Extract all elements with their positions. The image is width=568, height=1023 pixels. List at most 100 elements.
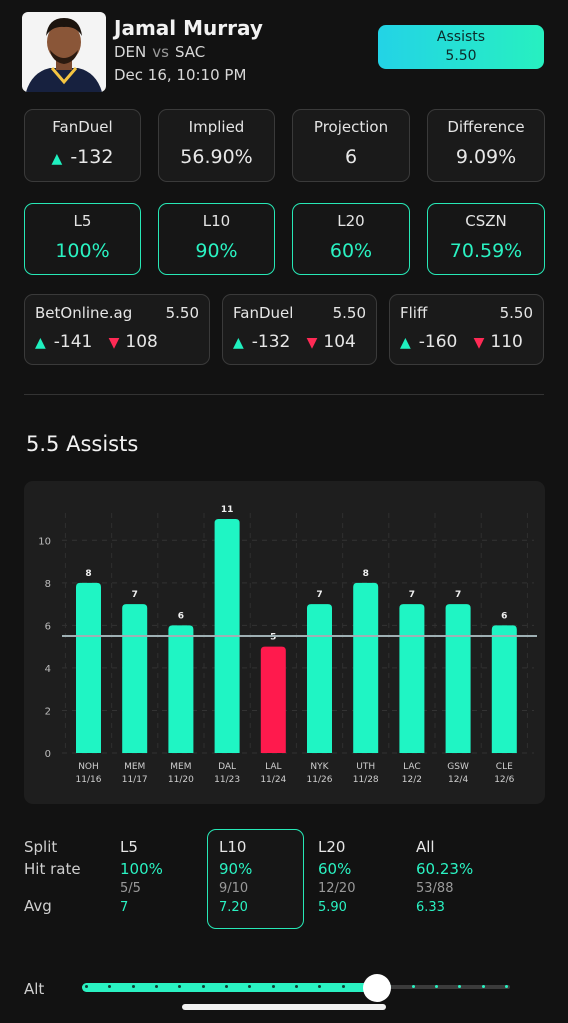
x-tick-date: 11/23 (214, 775, 240, 785)
split-avg: 7 (120, 900, 129, 915)
hit-rate-value: 90% (195, 240, 238, 262)
x-tick-team: DAL (218, 762, 236, 772)
x-tick-team: NYK (310, 762, 329, 772)
player-avatar (22, 12, 106, 92)
under-odds: 110 (490, 332, 523, 352)
matchup: DEN vs SAC (114, 43, 205, 61)
book-name: FanDuel (233, 304, 294, 322)
slider-step-dot (248, 985, 252, 988)
slider-step-dot (225, 985, 228, 988)
hit-rate-l20[interactable]: L20 60% (292, 203, 410, 275)
stat-label: FanDuel (52, 118, 113, 136)
split-hit-rate: 100% (120, 860, 163, 878)
hit-rate-label: CSZN (465, 212, 507, 230)
y-tick-label: 0 (45, 749, 51, 760)
stat-projection: Projection 6 (292, 109, 410, 182)
stat-label: Difference (447, 118, 525, 136)
home-indicator (182, 1004, 386, 1010)
x-tick-date: 11/16 (76, 775, 102, 785)
split-fraction: 9/10 (219, 881, 249, 896)
prop-button[interactable]: Assists 5.50 (378, 25, 544, 69)
stat-label: Implied (188, 118, 245, 136)
slider-step-dot (458, 985, 462, 988)
selected-split-highlight[interactable] (207, 829, 304, 929)
split-row-label: Split (24, 838, 58, 856)
bar-value-label: 7 (455, 590, 461, 600)
slider-step-dot (341, 985, 345, 988)
bar-value-label: 7 (316, 590, 322, 600)
bar-value-label: 7 (409, 590, 415, 600)
up-triangle-icon: ▲ (51, 151, 63, 167)
split-fraction: 53/88 (416, 881, 454, 896)
x-tick-team: GSW (447, 762, 469, 772)
hit-rate-l10[interactable]: L10 90% (158, 203, 275, 275)
section-title: 5.5 Assists (26, 432, 139, 456)
x-tick-team: MEM (170, 762, 191, 772)
stat-value: 9.09% (455, 146, 517, 168)
over-odds: -132 (251, 332, 291, 352)
bar (122, 604, 148, 753)
slider-step-dot (271, 985, 275, 988)
bar-value-label: 7 (132, 590, 138, 600)
bar-chart-svg: 0 2 4 6 8 10 8 NOH 11/16 7 MEM 11/17 6 MEM 11/20 11 DAL 1… (38, 505, 537, 785)
split-fraction: 5/5 (120, 881, 141, 896)
x-tick-date: 11/20 (168, 775, 194, 785)
slider-step-dot (85, 985, 88, 988)
split-hit-rate: 60.23% (416, 860, 474, 878)
slider-step-dot (155, 985, 158, 988)
book-line: 5.50 (165, 304, 199, 322)
split-hit-rate: 90% (219, 860, 253, 878)
x-tick-team: LAL (265, 762, 281, 772)
alt-label: Alt (24, 980, 45, 998)
bar (76, 582, 101, 753)
x-tick-date: 11/28 (353, 775, 379, 785)
split-hit-rate: 60% (318, 860, 352, 878)
bar-value-label: 8 (85, 569, 91, 579)
slider-step-dot (435, 985, 438, 988)
split-avg: 7.20 (219, 900, 248, 915)
slider-step-dot (131, 985, 135, 988)
x-tick-date: 11/17 (122, 775, 148, 785)
avg-row-label: Avg (24, 897, 52, 915)
x-tick-date: 11/26 (307, 775, 333, 785)
slider-step-dot (178, 985, 182, 988)
y-tick-label: 4 (45, 664, 51, 675)
y-tick-label: 8 (45, 579, 51, 590)
x-tick-date: 11/24 (260, 775, 286, 785)
under-odds: 104 (323, 332, 356, 352)
down-triangle-icon: ▼ (108, 335, 120, 351)
bar-chart: 0 2 4 6 8 10 8 NOH 11/16 7 MEM 11/17 6 MEM 11/20 11 DAL 1… (24, 481, 545, 804)
book-fanduel[interactable]: FanDuel 5.50 ▲ -132 ▼ 104 (222, 294, 377, 365)
hit-rate-cszn[interactable]: CSZN 70.59% (427, 203, 545, 275)
over-odds: -141 (53, 332, 93, 352)
prop-line: 5.50 (445, 48, 477, 64)
under-odds: 108 (125, 332, 158, 352)
bar (491, 625, 517, 753)
up-triangle-icon: ▲ (35, 335, 46, 351)
book-name: Fliff (400, 304, 428, 322)
stat-implied: Implied 56.90% (158, 109, 275, 182)
split-avg: 5.90 (318, 900, 347, 915)
hit-rate-row-label: Hit rate (24, 860, 81, 878)
split-column-name: L20 (318, 838, 346, 856)
book-line: 5.50 (332, 304, 366, 322)
bar-value-label: 6 (178, 611, 184, 621)
x-tick-team: LAC (403, 762, 421, 772)
alt-slider-handle[interactable] (363, 974, 392, 1002)
book-betonline[interactable]: BetOnline.ag 5.50 ▲ -141 ▼ 108 (24, 294, 210, 365)
slider-step-dot (108, 985, 112, 988)
slider-step-dot (481, 985, 485, 988)
stat-label: Projection (313, 118, 389, 136)
bar (260, 646, 286, 753)
over-odds: -160 (418, 332, 458, 352)
up-triangle-icon: ▲ (400, 335, 411, 351)
bar (307, 604, 332, 753)
hit-rate-label: L5 (73, 212, 92, 230)
book-fliff[interactable]: Fliff 5.50 ▲ -160 ▼ 110 (389, 294, 544, 365)
split-column-name: All (416, 838, 435, 856)
divider (24, 394, 544, 395)
bar (353, 582, 379, 753)
hit-rate-l5[interactable]: L5 100% (24, 203, 141, 275)
x-tick-date: 12/2 (402, 775, 422, 785)
hit-rate-value: 70.59% (449, 240, 523, 262)
